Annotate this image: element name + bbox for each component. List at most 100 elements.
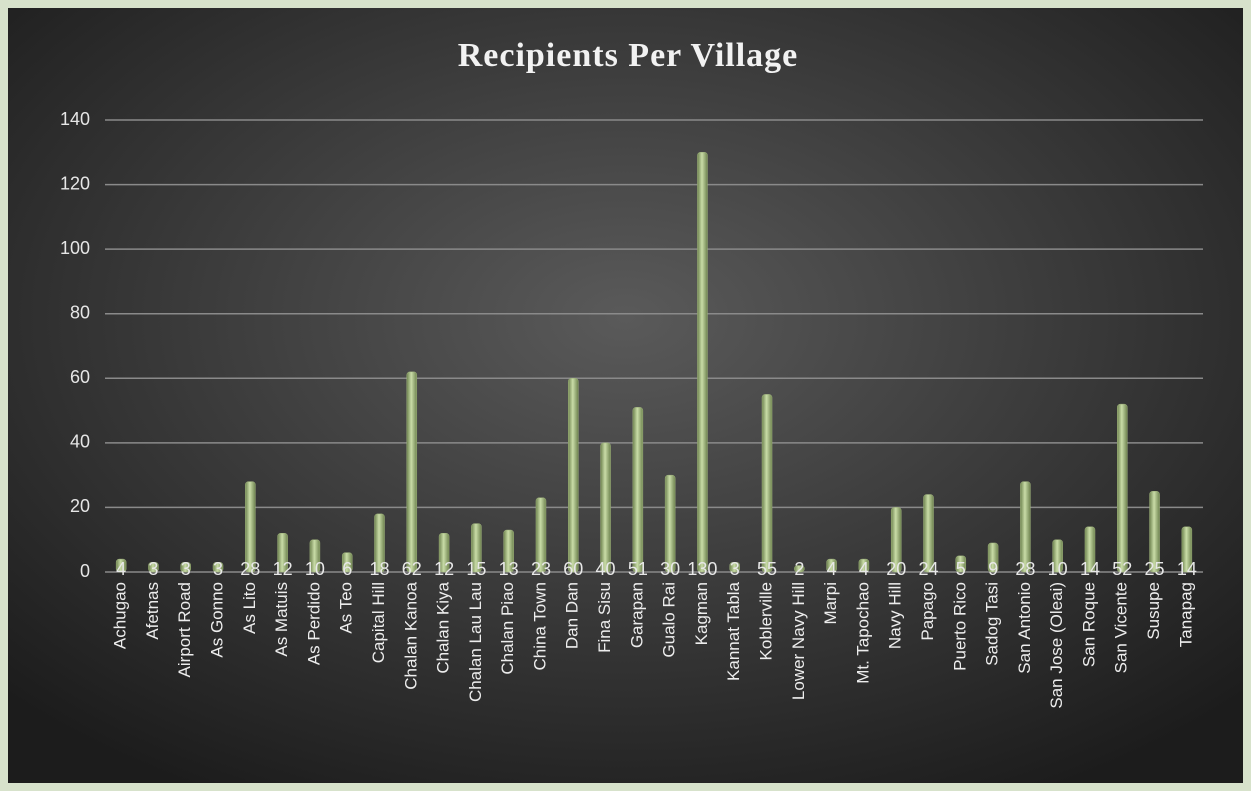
bar [923,494,934,573]
bar [309,539,321,573]
data-label: 3 [181,559,191,579]
x-tick-label: As Lito [240,582,259,634]
data-label: 3 [730,559,740,579]
data-label: 18 [369,559,389,579]
x-tick-label: San Jose (Oleai) [1047,582,1066,709]
x-tick-label: As Matuis [272,582,291,657]
chart-background [8,8,1243,783]
x-tick-label: Sadog Tasi [983,582,1002,666]
data-label: 24 [918,559,938,579]
data-label: 60 [563,559,583,579]
data-label: 5 [956,559,966,579]
chart-title: Recipients Per Village [458,37,799,74]
data-label: 2 [794,559,804,579]
x-tick-label: Chalan Kiya [434,581,453,673]
bar [535,497,547,573]
bar [761,394,773,573]
x-tick-label: Kagman [692,582,711,645]
x-tick-label: Mt. Tapochao [853,582,872,684]
bar [1052,539,1063,573]
x-tick-label: Afetnas [143,582,162,640]
data-label: 14 [1080,559,1100,579]
x-tick-label: Papago [918,582,937,641]
x-tick-label: Chalan Kanoa [401,581,420,689]
y-tick-label: 60 [70,367,90,387]
x-tick-label: Puerto Rico [950,582,969,671]
data-label: 55 [757,559,777,579]
data-label: 4 [827,559,837,579]
x-tick-label: Navy Hill [886,582,905,649]
y-tick-label: 100 [60,238,90,258]
bar [858,558,870,573]
data-label: 3 [213,559,223,579]
x-tick-label: Marpi [821,582,840,625]
bar [890,507,902,573]
x-tick-label: China Town [530,582,549,671]
x-tick-label: Kannat Tabla [724,581,743,680]
x-tick-label: As Teo [337,582,356,634]
data-label: 3 [148,559,158,579]
bar [1020,481,1031,573]
bar [245,481,256,573]
data-label: 14 [1177,559,1197,579]
bar [568,378,579,573]
data-label: 40 [596,559,616,579]
data-label: 62 [402,559,422,579]
data-label: 4 [859,559,869,579]
x-tick-label: Susupe [1144,582,1163,640]
data-label: 13 [499,559,519,579]
bar [794,565,805,573]
x-tick-label: Gualo Rai [660,582,679,658]
data-label: 130 [687,559,717,579]
bar [729,562,740,573]
bar [277,533,288,573]
bar [1181,526,1193,573]
data-label: 12 [273,559,293,579]
x-tick-label: Achugao [111,582,130,649]
data-label: 51 [628,559,648,579]
data-label: 25 [1145,559,1165,579]
bar [1084,526,1096,573]
data-label: 12 [434,559,454,579]
y-tick-label: 140 [60,109,90,129]
data-label: 6 [342,559,352,579]
bar [148,562,159,573]
bar [987,542,999,573]
x-tick-label: As Perdido [304,582,323,665]
bar [115,558,127,573]
y-tick-label: 120 [60,173,90,193]
x-tick-label: San Antonio [1015,582,1034,674]
bar [212,562,224,573]
y-tick-label: 20 [70,496,90,516]
x-tick-label: San Roque [1079,582,1098,667]
data-label: 9 [988,559,998,579]
data-label: 52 [1112,559,1132,579]
data-label: 4 [116,559,126,579]
y-tick-label: 40 [70,432,90,452]
y-tick-label: 0 [80,561,90,581]
y-tick-label: 80 [70,302,90,322]
x-tick-label: Garapan [627,582,646,648]
bar [600,442,611,573]
data-label: 28 [1015,559,1035,579]
bar [1149,491,1160,573]
bar [374,513,385,573]
data-label: 23 [531,559,551,579]
data-label: 15 [466,559,486,579]
x-tick-label: Airport Road [175,582,194,677]
bar [632,407,644,573]
bar [341,552,353,573]
bar [697,152,708,573]
x-tick-label: Tanapag [1176,582,1195,647]
x-tick-label: Koblerville [757,582,776,660]
bar [1117,403,1128,573]
data-label: 30 [660,559,680,579]
bar [826,558,837,573]
x-tick-label: Fina Sisu [595,582,614,653]
x-tick-label: Dan Dan [563,582,582,649]
x-tick-label: Chalan Lau Lau [466,582,485,702]
bar [471,523,482,573]
x-tick-label: Chalan Piao [498,582,517,675]
